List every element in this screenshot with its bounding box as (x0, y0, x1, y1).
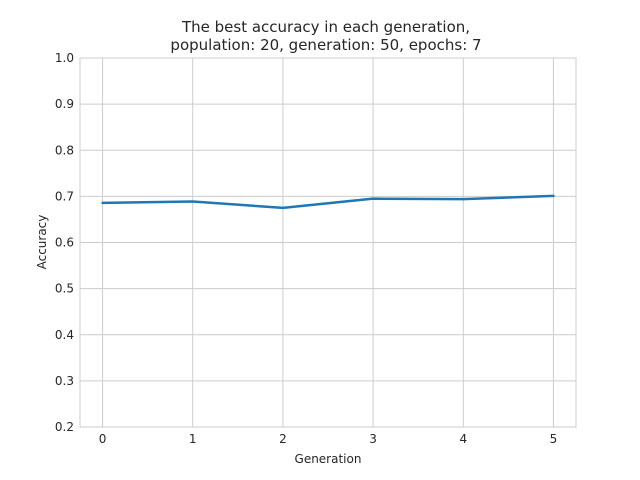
x-tick-label: 2 (279, 432, 287, 446)
x-tick-label: 5 (550, 432, 558, 446)
y-tick-label: 0.5 (55, 282, 74, 296)
chart-title-line-2: population: 20, generation: 50, epochs: … (170, 36, 481, 54)
y-axis-label: Accuracy (35, 215, 49, 270)
y-tick-label: 0.9 (55, 97, 74, 111)
chart-title-line-1: The best accuracy in each generation, (181, 18, 470, 36)
x-tick-label: 4 (459, 432, 467, 446)
series-line (101, 194, 555, 210)
grid (80, 57, 576, 428)
y-tick-label: 0.4 (55, 328, 74, 342)
y-tick-label: 0.2 (55, 420, 74, 434)
x-tick-label: 0 (99, 432, 107, 446)
y-tick-label: 1.0 (55, 51, 74, 65)
y-tick-label: 0.6 (55, 236, 74, 250)
y-tick-label: 0.3 (55, 374, 74, 388)
x-axis-label: Generation (295, 452, 362, 466)
series-layer (101, 194, 555, 210)
y-tick-label: 0.7 (55, 189, 74, 203)
plot-frame (79, 57, 577, 428)
y-tick-label: 0.8 (55, 143, 74, 157)
y-tick-labels: 0.2 0.3 0.4 0.5 0.6 0.7 0.8 0.9 1.0 (55, 51, 74, 434)
x-tick-label: 3 (369, 432, 377, 446)
x-tick-label: 1 (189, 432, 197, 446)
x-tick-labels: 0 1 2 3 4 5 (99, 432, 558, 446)
